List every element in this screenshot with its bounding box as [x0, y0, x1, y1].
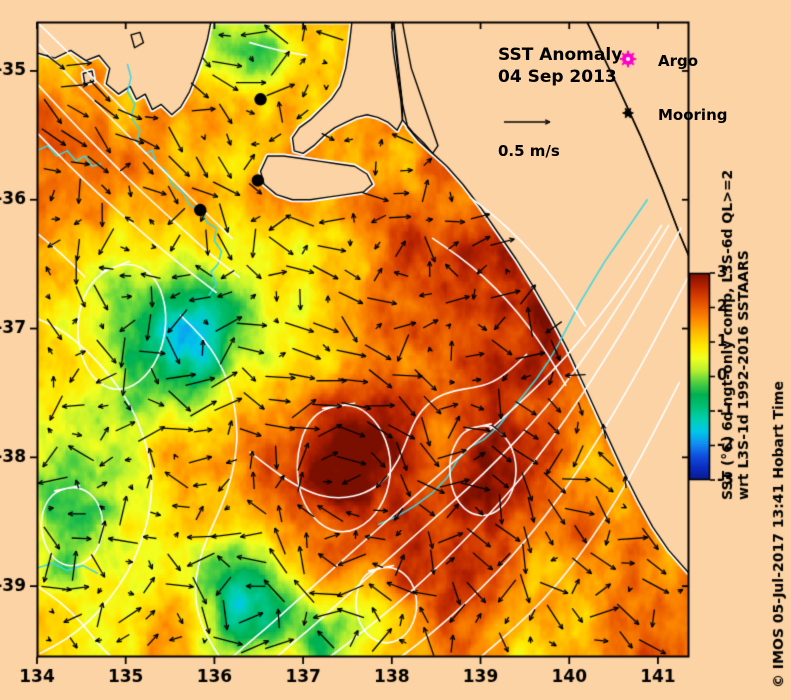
legend-label-mooring: Mooring [658, 106, 728, 124]
vector-scale-label: 0.5 m/s [498, 142, 560, 160]
map-title-line1: SST Anomaly [498, 45, 623, 65]
map-title-line2: 04 Sep 2013 [498, 67, 617, 87]
legend-label-argo: Argo [658, 52, 699, 70]
